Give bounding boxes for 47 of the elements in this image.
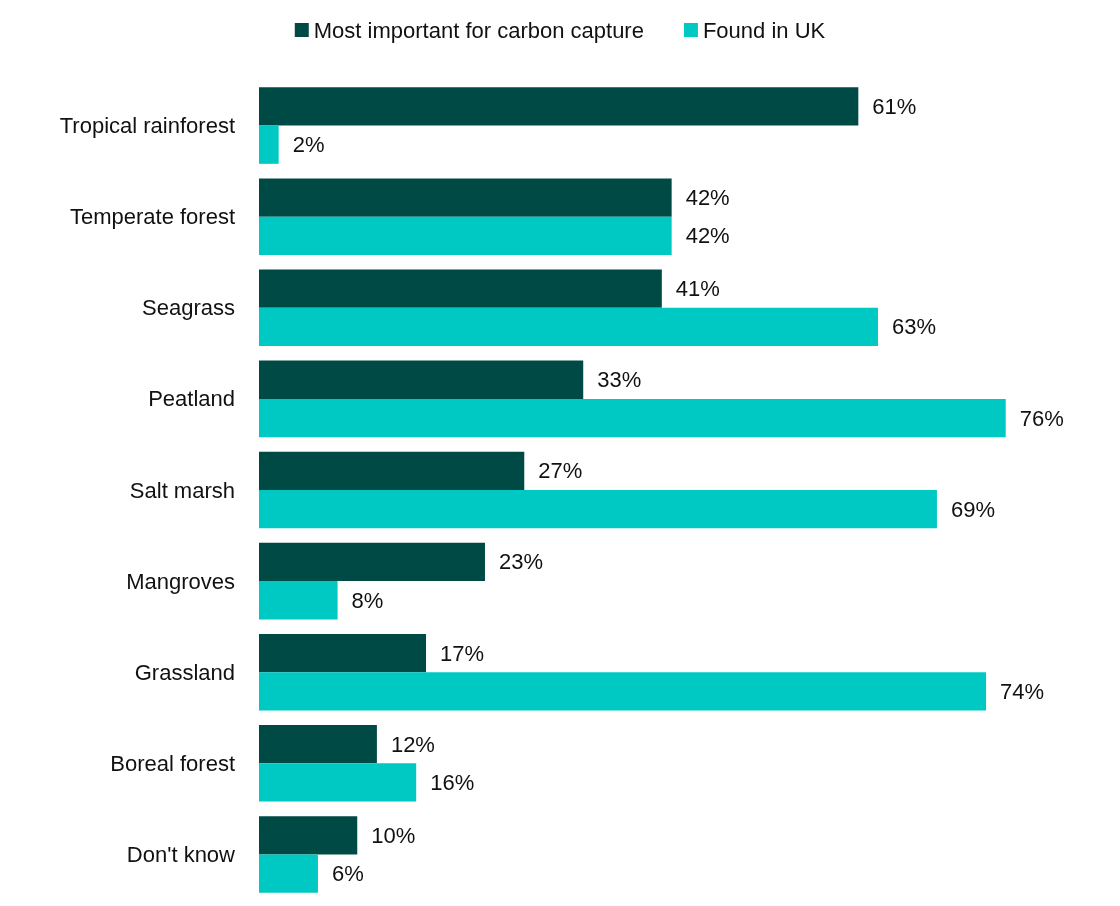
data-label: 6% xyxy=(331,861,364,887)
bar xyxy=(259,581,338,620)
data-label: 76% xyxy=(1019,405,1064,431)
data-label: 16% xyxy=(430,769,475,795)
bar xyxy=(259,360,584,399)
bar xyxy=(259,490,937,529)
data-label: 27% xyxy=(538,458,583,484)
bar xyxy=(259,87,859,126)
bar xyxy=(259,672,987,711)
data-label: 33% xyxy=(597,367,642,393)
y-tick-label: Don't know xyxy=(126,841,236,867)
bar xyxy=(259,125,279,164)
data-label: 10% xyxy=(371,822,416,848)
bar xyxy=(259,307,878,347)
bar xyxy=(259,451,525,490)
data-label: 2% xyxy=(292,132,325,158)
bar xyxy=(259,854,318,893)
y-tick-label: Seagrass xyxy=(142,295,235,321)
bar xyxy=(259,269,662,308)
data-label: 8% xyxy=(351,587,384,613)
data-label: 61% xyxy=(872,93,917,119)
data-label: 42% xyxy=(685,185,730,211)
y-tick-label: Peatland xyxy=(148,386,235,412)
y-tick-label: Tropical rainforest xyxy=(59,113,235,139)
y-tick-label: Salt marsh xyxy=(129,477,235,503)
data-label: 69% xyxy=(950,496,995,522)
bar xyxy=(259,542,485,582)
y-tick-label: Boreal forest xyxy=(110,750,235,776)
bar xyxy=(259,763,417,802)
y-tick-label: Grassland xyxy=(134,659,235,685)
data-label: 12% xyxy=(390,731,435,757)
bar xyxy=(259,725,377,764)
legend-label: Found in UK xyxy=(702,17,826,43)
legend-label: Most important for carbon capture xyxy=(313,17,644,43)
data-label: 63% xyxy=(891,314,937,340)
bar xyxy=(259,178,672,217)
data-label: 74% xyxy=(1000,678,1045,704)
bar xyxy=(259,398,1006,438)
bar xyxy=(259,633,427,673)
bar xyxy=(259,816,358,855)
data-label: 41% xyxy=(675,276,720,302)
y-tick-label: Temperate forest xyxy=(69,204,235,230)
data-label: 23% xyxy=(498,549,544,575)
data-label: 17% xyxy=(440,640,485,666)
y-tick-label: Mangroves xyxy=(126,568,235,594)
bar xyxy=(259,216,672,255)
data-label: 42% xyxy=(685,223,730,249)
